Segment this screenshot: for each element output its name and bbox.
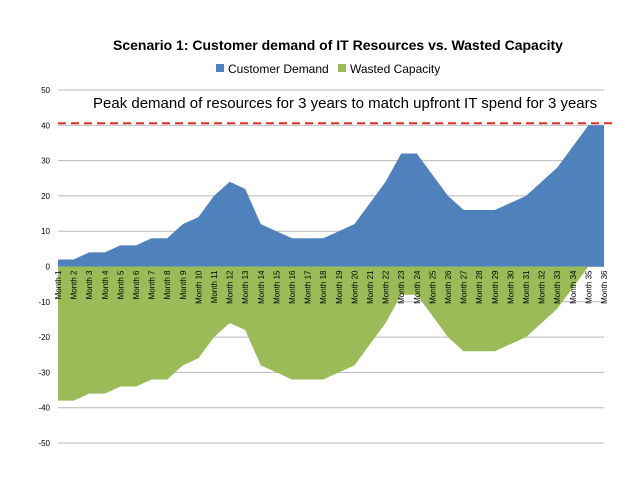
y-tick-label: 50 (41, 86, 50, 95)
legend-swatch-customer-demand (216, 64, 224, 72)
x-tick-label: Month 1 (54, 270, 63, 299)
x-tick-label: Month 25 (428, 270, 437, 304)
x-tick-label: Month 31 (522, 270, 531, 304)
x-tick-label: Month 27 (460, 270, 469, 304)
x-tick-label: Month 3 (85, 270, 94, 299)
x-tick-label: Month 2 (70, 270, 79, 299)
y-tick-label: -40 (38, 404, 50, 413)
x-tick-label: Month 7 (148, 270, 157, 299)
x-tick-label: Month 26 (444, 270, 453, 304)
y-tick-label: 30 (41, 157, 50, 166)
x-tick-label: Month 20 (350, 270, 359, 304)
y-tick-label: -30 (38, 368, 50, 377)
x-tick-label: Month 23 (397, 270, 406, 304)
x-tick-label: Month 12 (226, 270, 235, 304)
x-tick-label: Month 4 (101, 270, 110, 299)
legend-label-customer-demand: Customer Demand (228, 62, 329, 76)
x-tick-label: Month 15 (272, 270, 281, 304)
x-tick-label: Month 35 (584, 270, 593, 304)
legend-swatch-wasted-capacity (338, 64, 346, 72)
legend-label-wasted-capacity: Wasted Capacity (350, 62, 440, 76)
x-tick-label: Month 6 (132, 270, 141, 299)
y-tick-label: 20 (41, 192, 50, 201)
area-wasted-capacity (58, 266, 604, 401)
x-tick-label: Month 36 (600, 270, 609, 304)
x-tick-label: Month 34 (569, 270, 578, 304)
chart-title: Scenario 1: Customer demand of IT Resour… (113, 37, 563, 53)
x-tick-label: Month 17 (304, 270, 313, 304)
x-tick-label: Month 8 (163, 270, 172, 299)
x-tick-label: Month 22 (382, 270, 391, 304)
x-tick-label: Month 19 (335, 270, 344, 304)
x-tick-label: Month 16 (288, 270, 297, 304)
y-tick-label: 40 (41, 121, 50, 130)
y-tick-label: 0 (46, 263, 51, 272)
y-tick-label: -10 (38, 298, 50, 307)
x-tick-label: Month 11 (210, 270, 219, 303)
x-tick-label: Month 33 (553, 270, 562, 304)
x-tick-label: Month 10 (194, 270, 203, 304)
x-tick-label: Month 32 (538, 270, 547, 304)
x-tick-label: Month 21 (366, 270, 375, 304)
x-tick-label: Month 5 (116, 270, 125, 299)
x-tick-label: Month 14 (257, 270, 266, 304)
x-tick-label: Month 28 (475, 270, 484, 304)
area-customer-demand (58, 125, 604, 267)
y-tick-label: 10 (41, 227, 50, 236)
x-tick-label: Month 9 (179, 270, 188, 299)
x-tick-label: Month 18 (319, 270, 328, 304)
x-tick-label: Month 30 (506, 270, 515, 304)
x-tick-label: Month 29 (491, 270, 500, 304)
x-tick-label: Month 13 (241, 270, 250, 304)
annotation: Peak demand of resources for 3 years to … (93, 95, 597, 112)
x-tick-label: Month 24 (413, 270, 422, 304)
y-tick-label: -20 (38, 333, 50, 342)
legend: Customer Demand Wasted Capacity (216, 62, 440, 76)
y-tick-label: -50 (38, 439, 50, 448)
